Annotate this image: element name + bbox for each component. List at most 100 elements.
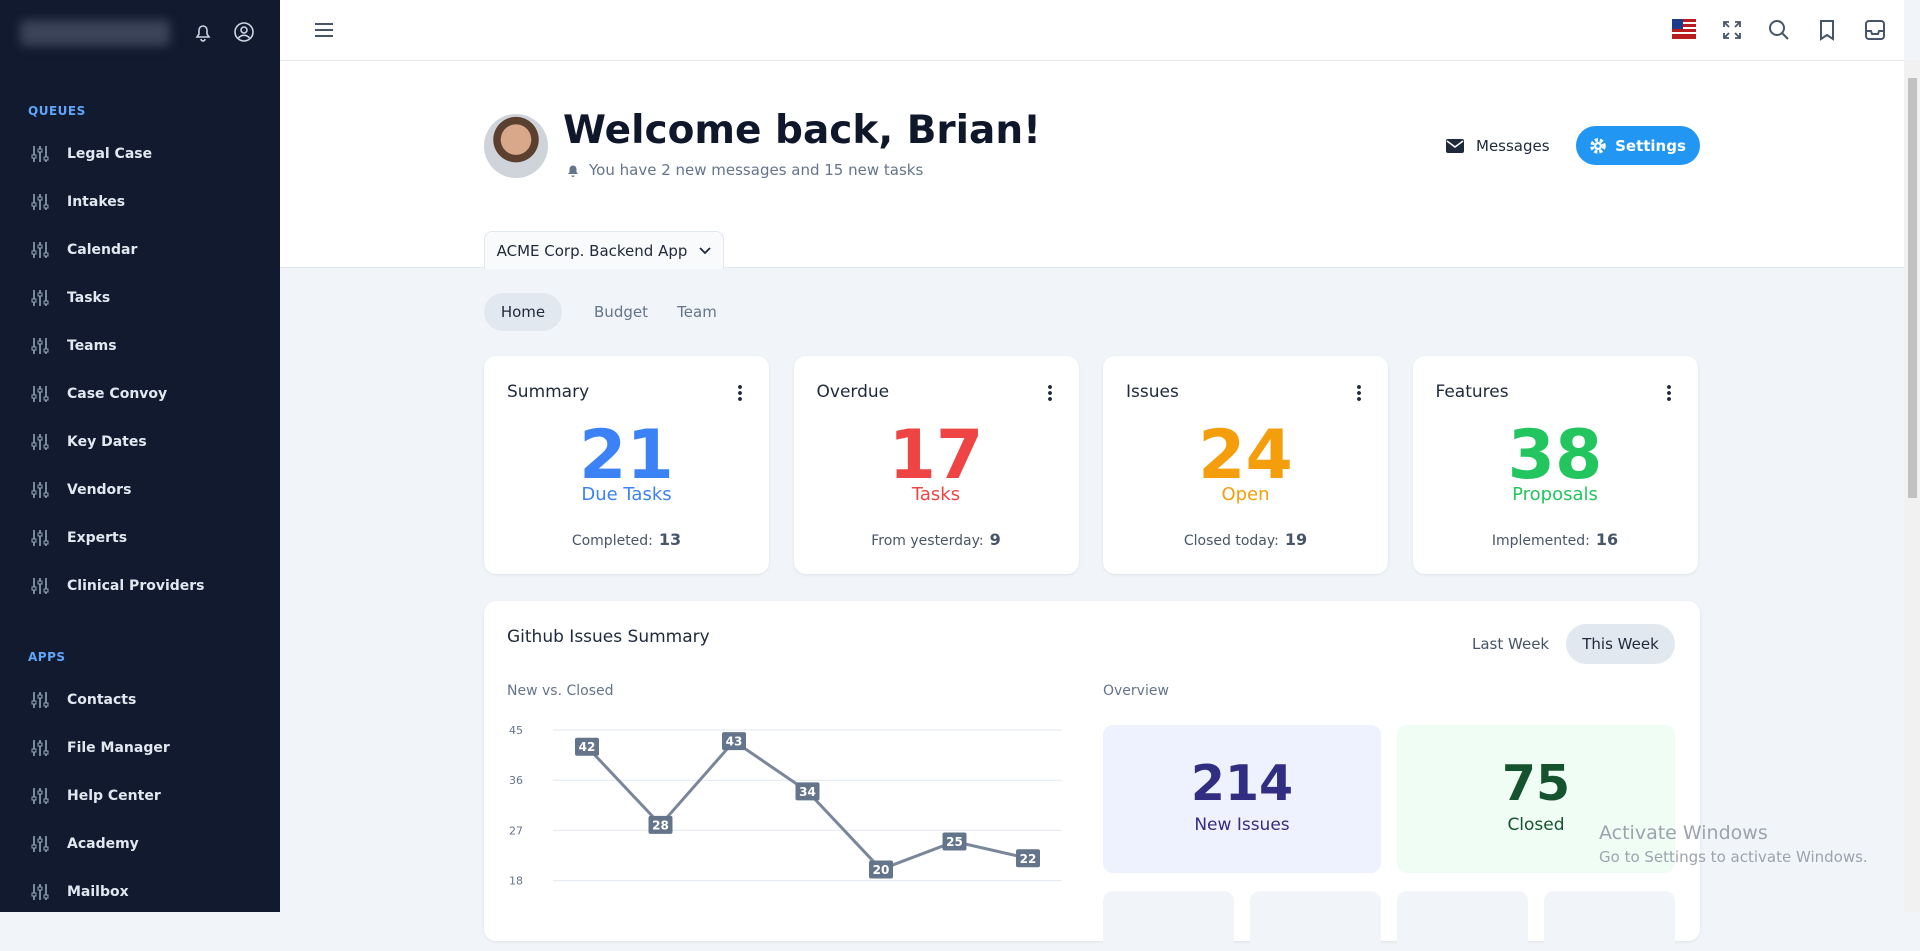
item-icon	[31, 740, 49, 756]
user-icon[interactable]	[232, 20, 256, 44]
footer-value: 9	[989, 530, 1001, 549]
point-label: 22	[1020, 852, 1037, 866]
overview-box	[1544, 891, 1675, 951]
settings-button[interactable]: Settings	[1576, 126, 1700, 165]
period-this[interactable]: This Week	[1566, 624, 1675, 664]
scrollbar-thumb[interactable]	[1908, 78, 1917, 498]
card-title: Overdue	[816, 382, 890, 402]
point-label: 25	[946, 835, 963, 849]
card-label: Proposals	[1512, 484, 1598, 505]
card-footer: From yesterday: 9	[794, 530, 1079, 549]
nav-item[interactable]: Key Dates	[67, 434, 147, 450]
point-label: 20	[873, 863, 890, 877]
point-label-box	[795, 782, 820, 801]
item-icon	[31, 578, 49, 594]
stat-card: Issues 24 Open Closed today: 19	[1103, 356, 1388, 574]
chart-title: New vs. Closed	[507, 683, 614, 699]
avatar	[484, 114, 548, 178]
search-icon[interactable]	[1767, 18, 1791, 42]
overview-label: New Issues	[1194, 815, 1290, 835]
nav-item[interactable]: Calendar	[67, 242, 138, 258]
bookmark-icon[interactable]	[1815, 18, 1839, 42]
card-title: Summary	[507, 382, 590, 402]
messages-button[interactable]: Messages	[1446, 133, 1550, 159]
nav-item[interactable]: Vendors	[67, 482, 132, 498]
nav-item[interactable]: Teams	[67, 338, 117, 354]
nav-item[interactable]: Legal Case	[67, 146, 153, 162]
footer-value: 13	[658, 530, 682, 549]
tab[interactable]: Budget	[594, 303, 648, 321]
nav-item[interactable]: Help Center	[67, 788, 161, 804]
section-title: QUEUES	[28, 104, 86, 118]
nav-item[interactable]: Intakes	[67, 194, 126, 210]
nav-item[interactable]: Tasks	[67, 290, 111, 306]
footer-label: Closed today:	[1183, 533, 1279, 549]
y-tick-label: 36	[509, 774, 523, 787]
point-label-box	[942, 832, 967, 851]
point-label: 43	[726, 735, 743, 749]
overview-new: 214 New Issues	[1103, 725, 1381, 873]
overview-title: Overview	[1103, 683, 1169, 699]
item-icon	[31, 530, 49, 546]
tab[interactable]: Team	[677, 303, 717, 321]
card-value: 38	[1507, 416, 1603, 495]
overview-closed: 75 Closed	[1397, 725, 1675, 873]
card-footer: Implemented: 16	[1413, 530, 1698, 549]
flag-icon[interactable]	[1672, 19, 1696, 39]
nav-item[interactable]: Contacts	[67, 692, 137, 708]
overview-value: 75	[1501, 755, 1571, 812]
fullscreen-icon[interactable]	[1720, 18, 1744, 42]
y-tick-label: 18	[509, 875, 523, 888]
card-label: Due Tasks	[581, 484, 672, 505]
tab[interactable]: Home	[484, 293, 562, 331]
nav-item[interactable]: File Manager	[67, 740, 170, 756]
line-chart: 45 36 27 18 42 28 43 34 20 25 22	[509, 724, 1062, 888]
item-icon	[31, 788, 49, 804]
nav-item[interactable]: Experts	[67, 530, 128, 546]
github-card: Github Issues Summary Last Week This Wee…	[484, 601, 1700, 951]
nav-item[interactable]: Academy	[67, 836, 139, 852]
nav-item[interactable]: Case Convoy	[67, 386, 168, 402]
stat-card: Summary 21 Due Tasks Completed: 13	[484, 356, 769, 574]
card-value: 21	[579, 416, 674, 495]
card-menu[interactable]	[738, 384, 742, 402]
point-label-box	[1016, 849, 1040, 868]
footer-value: 19	[1284, 530, 1308, 549]
y-tick-label: 27	[509, 824, 523, 837]
item-icon	[31, 242, 49, 258]
card-value: 17	[888, 416, 984, 495]
item-icon	[31, 836, 49, 852]
card-menu[interactable]	[1357, 384, 1361, 402]
stat-card: Overdue 17 Tasks From yesterday: 9	[793, 356, 1079, 574]
inbox-icon[interactable]	[1863, 18, 1887, 42]
watermark-text: Go to Settings to activate Windows.	[1599, 848, 1868, 866]
watermark-title: Activate Windows	[1599, 822, 1768, 844]
overview-label: Closed	[1507, 815, 1565, 835]
chevron-icon	[699, 246, 712, 254]
project-selector[interactable]: ACME Corp. Backend App	[484, 231, 724, 269]
nav-item[interactable]: Clinical Providers	[67, 578, 205, 594]
card-label: Tasks	[911, 484, 961, 505]
item-icon	[31, 146, 49, 162]
overview-box	[1103, 891, 1234, 951]
card-menu[interactable]	[1047, 384, 1052, 402]
card-menu[interactable]	[1666, 384, 1671, 402]
menu-icon[interactable]	[312, 18, 336, 42]
messages-label: Messages	[1476, 137, 1550, 155]
y-tick-label: 45	[509, 724, 523, 737]
item-icon	[31, 386, 49, 402]
point-label-box	[869, 860, 893, 879]
settings-label: Settings	[1615, 136, 1686, 155]
item-icon	[31, 884, 49, 900]
card-title: Issues	[1126, 382, 1179, 402]
card-footer: Closed today: 19	[1103, 530, 1388, 549]
notifications-icon[interactable]	[191, 20, 215, 44]
item-icon	[31, 434, 49, 450]
period-last[interactable]: Last Week	[1472, 635, 1550, 653]
item-icon	[31, 194, 49, 210]
footer-value: 16	[1595, 530, 1619, 549]
gear-icon	[1590, 137, 1606, 154]
nav-item[interactable]: Mailbox	[67, 884, 129, 900]
point-label: 34	[799, 785, 816, 799]
